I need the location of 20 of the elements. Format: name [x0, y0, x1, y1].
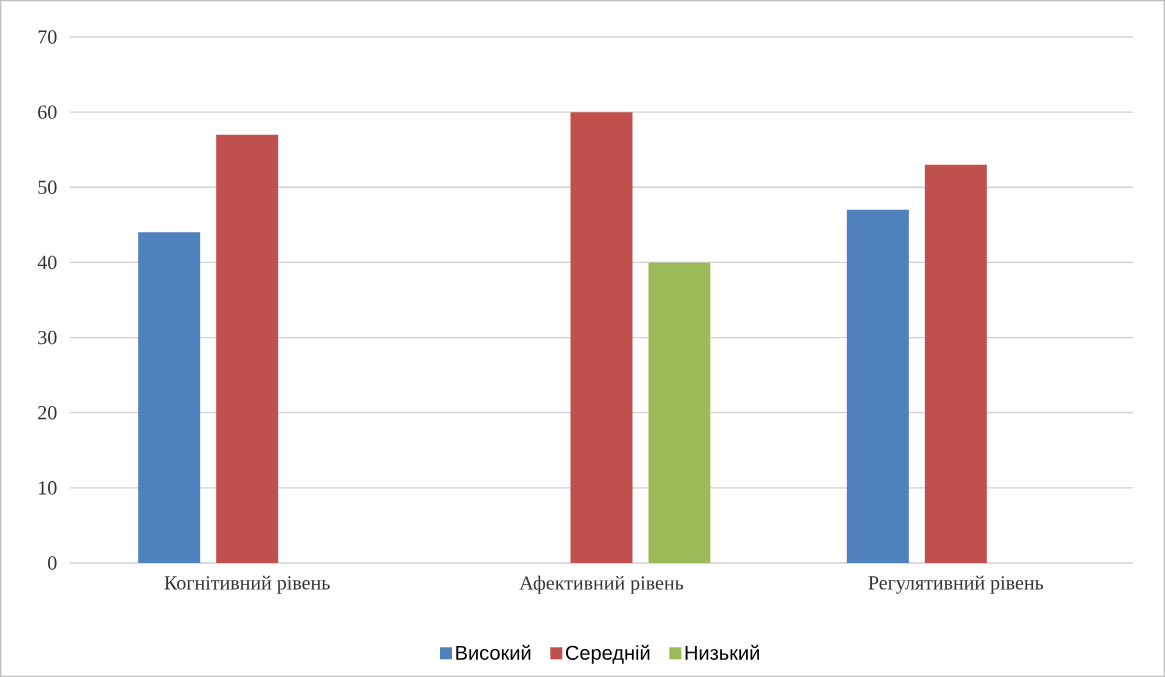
- y-tick-label: 0: [48, 556, 57, 570]
- y-tick-label: 60: [38, 105, 57, 119]
- legend-label: Низький: [685, 644, 759, 660]
- y-tick-label: 20: [38, 405, 57, 420]
- legend-label: Середній: [566, 644, 650, 664]
- y-tick-label: 10: [39, 481, 57, 495]
- x-tick-label: Регулятивний рівень: [868, 575, 1044, 594]
- bar: [924, 164, 987, 563]
- x-tick-label: Афективний рівень: [519, 575, 684, 594]
- bar: [648, 262, 711, 563]
- y-tick-label: 50: [38, 180, 57, 195]
- legend-label: Високий: [456, 644, 531, 660]
- y-tick-label: 70: [38, 30, 57, 44]
- x-tick-label: Когнітивний рівень: [164, 575, 330, 594]
- bar: [570, 112, 633, 563]
- y-tick-label: 30: [38, 330, 57, 345]
- bar: [138, 232, 201, 563]
- y-tick-label: 40: [37, 255, 57, 270]
- bar: [846, 209, 909, 563]
- bar: [216, 134, 279, 563]
